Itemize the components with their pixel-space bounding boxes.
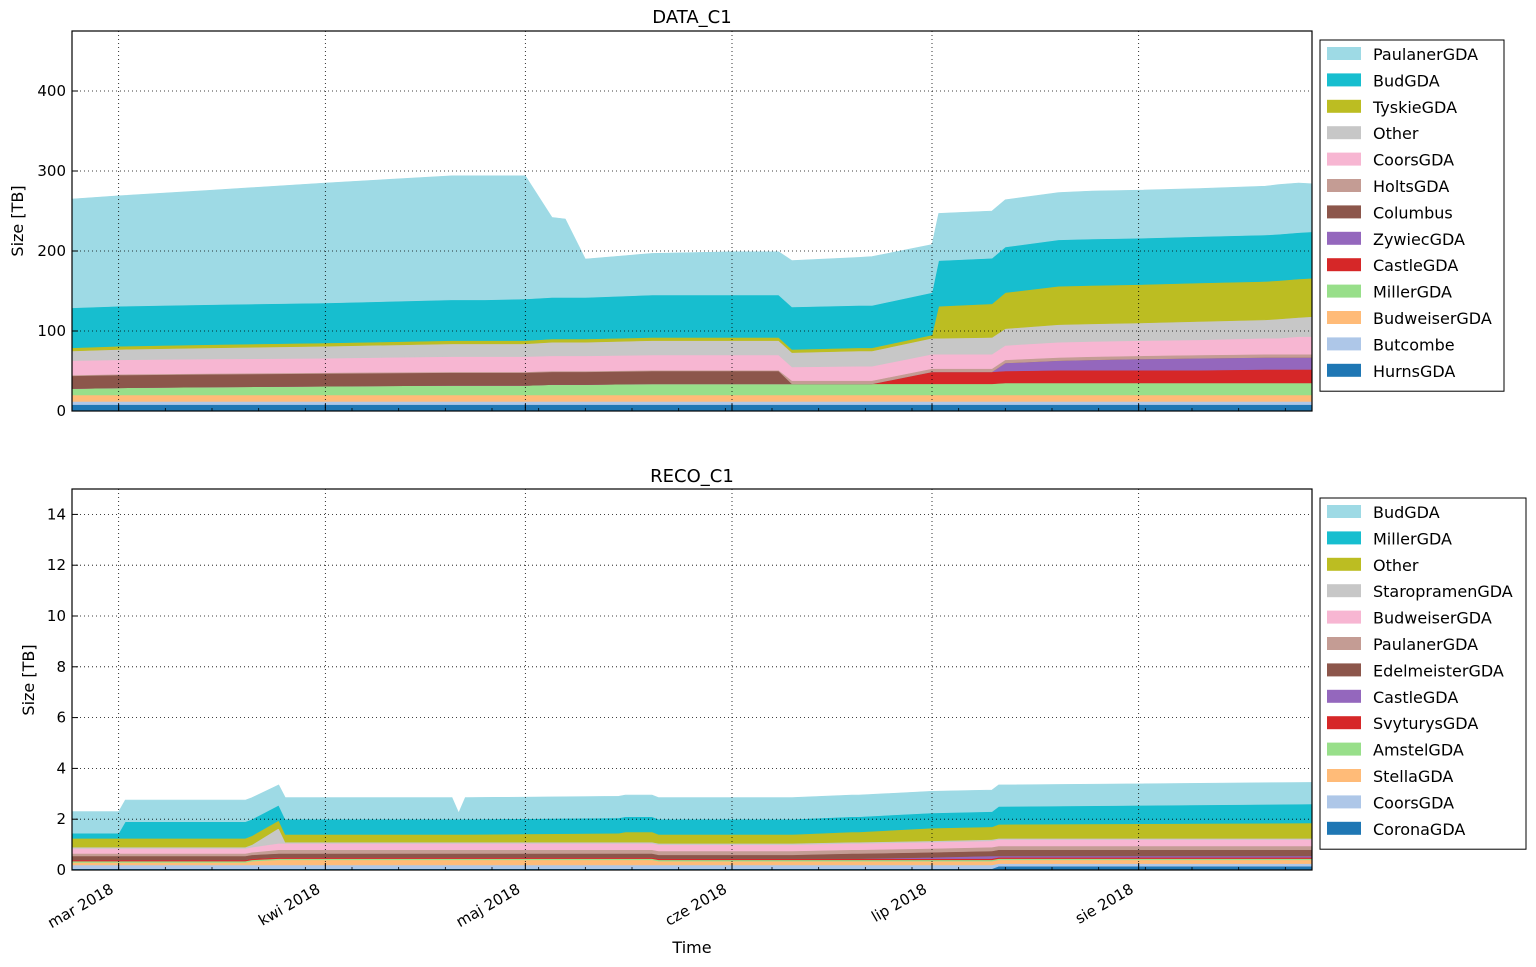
y-tick-label: 6 [56, 709, 66, 727]
legend-swatch [1327, 258, 1361, 272]
legend-swatch [1327, 205, 1361, 219]
legend-label: Butcombe [1373, 335, 1455, 354]
legend-swatch [1327, 716, 1361, 730]
legend-swatch [1327, 152, 1361, 166]
legend-label: BudGDA [1373, 71, 1440, 90]
legend-swatch [1327, 689, 1361, 703]
legend-label: EdelmeisterGDA [1373, 661, 1504, 680]
legend-swatch [1327, 610, 1361, 624]
legend-swatch [1327, 557, 1361, 571]
data-c1-panel: DATA_C1 Size [TB] 0 100 200 300 400 PaulanerG… [8, 7, 1505, 420]
y-tick-label: 12 [47, 556, 66, 574]
area-butcombe [71, 401, 1313, 405]
legend-swatch [1327, 795, 1361, 809]
legend-swatch [1327, 505, 1361, 518]
legend-label: CastleGDA [1373, 256, 1458, 275]
y-tick-label: 400 [37, 82, 66, 100]
legend-label: CoronaGDA [1373, 820, 1465, 839]
legend-label: HurnsGDA [1373, 362, 1455, 381]
y-tick-label: 8 [56, 658, 66, 676]
legend-swatch [1327, 363, 1361, 377]
legend: BudGDA MillerGDA Other StaropramenGDA Budwei… [1319, 497, 1527, 850]
legend-label: MillerGDA [1373, 283, 1452, 302]
data-c1-title: DATA_C1 [652, 7, 731, 28]
legend-label: SvyturysGDA [1373, 714, 1478, 733]
legend-swatch [1327, 179, 1361, 192]
y-tick-label: 0 [56, 402, 66, 420]
legend-label: BudweiserGDA [1373, 309, 1492, 328]
legend-label: Columbus [1373, 203, 1453, 222]
legend-label: CastleGDA [1373, 688, 1458, 707]
legend-label: MillerGDA [1373, 529, 1452, 548]
legend-label: PaulanerGDA [1373, 45, 1478, 64]
legend-label: HoltsGDA [1373, 177, 1449, 196]
legend-label: BudGDA [1373, 503, 1440, 522]
x-tick-label: maj 2018 [453, 880, 523, 931]
legend-swatch [1327, 99, 1361, 113]
legend-swatch [1327, 73, 1361, 87]
legend-swatch [1327, 231, 1361, 245]
legend-label: Other [1373, 124, 1419, 143]
x-axis-label: Time [671, 938, 711, 957]
y-tick-label: 4 [56, 759, 66, 777]
legend-label: StellaGDA [1373, 767, 1453, 786]
legend-swatch [1327, 584, 1361, 598]
area-hurnsgda [71, 404, 1313, 412]
x-tick-label: kwi 2018 [255, 880, 323, 930]
legend-swatch [1327, 663, 1361, 677]
y-tick-label: 2 [56, 810, 66, 828]
legend-swatch [1327, 531, 1361, 545]
legend-label: StaropramenGDA [1373, 582, 1513, 601]
y-tick-label: 10 [47, 607, 66, 625]
y-tick-label: 300 [37, 162, 66, 180]
legend: PaulanerGDA BudGDA TyskieGDA Other CoorsGDA H… [1319, 39, 1505, 392]
legend-swatch [1327, 337, 1361, 351]
x-tick-label: sie 2018 [1072, 880, 1137, 928]
legend-label: ZywiecGDA [1373, 230, 1465, 249]
legend-swatch [1327, 821, 1361, 835]
legend-label: CoorsGDA [1373, 793, 1454, 812]
legend-swatch [1327, 742, 1361, 756]
axes-frame [71, 30, 1313, 412]
axes-frame [71, 488, 1313, 871]
reco-c1-title: RECO_C1 [650, 466, 734, 487]
x-tick-label: lip 2018 [868, 880, 930, 926]
y-tick-label: 100 [37, 322, 66, 340]
x-tick-label: cze 2018 [662, 880, 730, 930]
legend-label: BudweiserGDA [1373, 609, 1492, 628]
y-tick-label: 0 [56, 861, 66, 879]
x-tick-label: mar 2018 [45, 880, 117, 932]
legend-label: Other [1373, 556, 1419, 575]
data-c1-ylabel: Size [TB] [8, 185, 27, 256]
legend-label: TyskieGDA [1372, 98, 1457, 117]
legend-swatch [1327, 47, 1361, 60]
y-tick-label: 14 [47, 505, 66, 523]
legend-label: AmstelGDA [1373, 741, 1464, 760]
legend-swatch [1327, 311, 1361, 324]
legend-swatch [1327, 769, 1361, 782]
legend-swatch [1327, 637, 1361, 650]
legend-swatch [1327, 126, 1361, 140]
y-tick-label: 200 [37, 242, 66, 260]
area-budweisergda [71, 394, 1313, 402]
reco-c1-ylabel: Size [TB] [19, 644, 38, 715]
legend-swatch [1327, 284, 1361, 298]
legend-label: CoorsGDA [1373, 151, 1454, 170]
legend-label: PaulanerGDA [1373, 635, 1478, 654]
reco-c1-panel: RECO_C1 Size [TB] Time 0 2 4 6 8 10 12 14 mar 20… [19, 466, 1527, 957]
